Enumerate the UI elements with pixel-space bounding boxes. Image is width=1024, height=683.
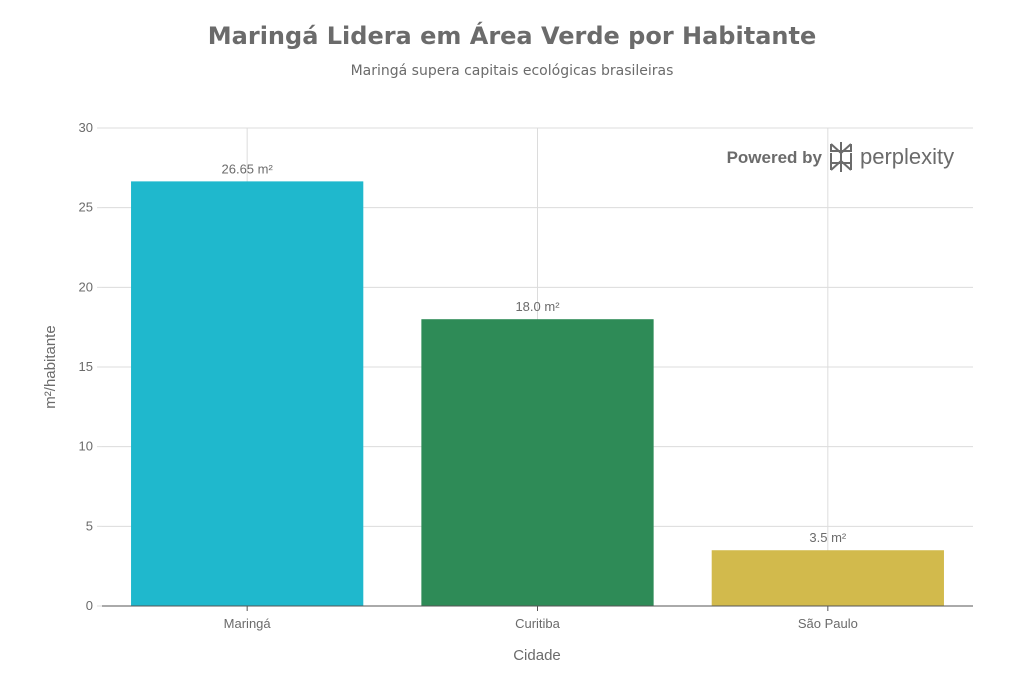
y-tick-label: 20 (79, 279, 93, 294)
x-tick-label: Maringá (224, 616, 272, 631)
y-tick-label: 0 (86, 598, 93, 613)
x-tick-label: Curitiba (515, 616, 561, 631)
y-tick-label: 15 (79, 359, 93, 374)
perplexity-wordmark: perplexity (860, 144, 954, 169)
chart-title: Maringá Lidera em Área Verde por Habitan… (207, 22, 817, 50)
y-tick-label: 30 (79, 120, 93, 135)
y-axis-title: m²/habitante (42, 325, 59, 408)
bar-data-label: 3.5 m² (809, 530, 847, 545)
chart-subtitle: Maringá supera capitais ecológicas brasi… (350, 63, 674, 79)
bar (421, 319, 654, 606)
y-tick-label: 25 (79, 200, 93, 215)
bar-data-label: 18.0 m² (515, 299, 560, 314)
branding: Powered by perplexity (727, 142, 954, 172)
bars: 26.65 m² 18.0 m² 3.5 m² (131, 161, 944, 607)
x-tick-label: São Paulo (798, 616, 858, 631)
y-tick-label: 10 (79, 439, 93, 454)
bar (131, 181, 364, 607)
axes: 0 5 10 15 20 25 30 Maringá Curitiba São Paulo (79, 120, 973, 631)
powered-by-label: Powered by (727, 148, 823, 167)
bar-data-label: 26.65 m² (222, 161, 274, 176)
bar (711, 550, 944, 606)
perplexity-logo-icon (830, 142, 852, 172)
y-tick-label: 5 (86, 518, 93, 533)
x-axis-title: Cidade (513, 647, 561, 664)
